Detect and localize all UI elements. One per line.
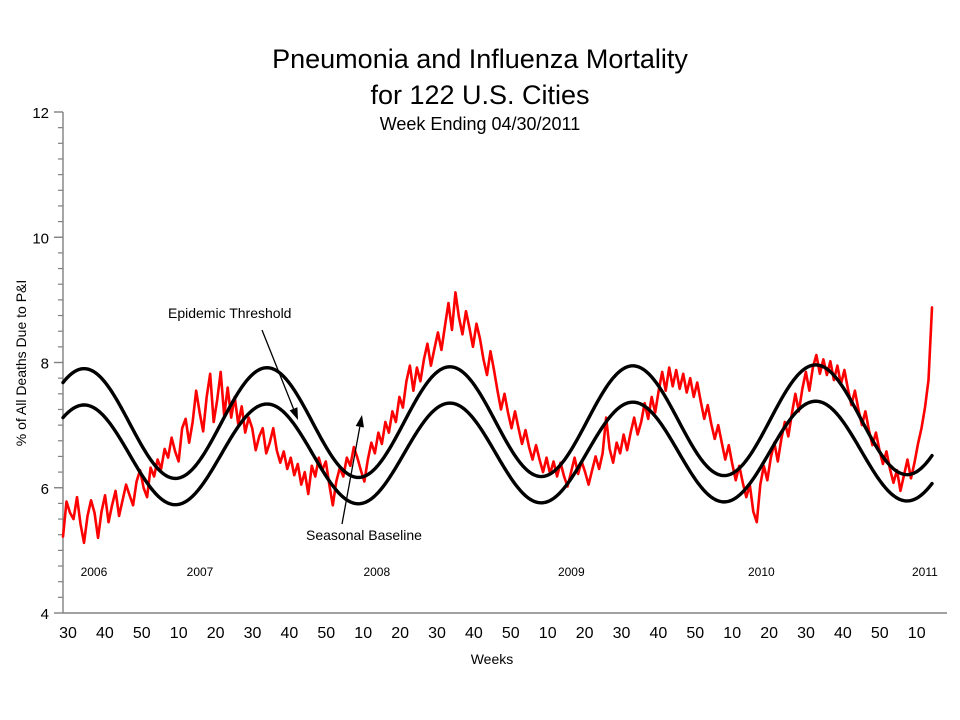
y-tick-label: 6 (41, 481, 49, 498)
year-label: 2007 (187, 565, 214, 579)
annotation-arrow-head (289, 407, 298, 420)
y-tick-label: 12 (32, 105, 49, 122)
chart-subtitle: Week Ending 04/30/2011 (380, 114, 581, 134)
annotation-label: Epidemic Threshold (168, 305, 291, 321)
x-tick-label-group: 30 40 50 10 20 30 40 50 10 20 30 40 50 10 20 30 40 50 10 20… (59, 625, 926, 642)
x-tick-label: 10 (723, 625, 741, 642)
x-tick-label: 20 (576, 625, 594, 642)
x-tick-label: 20 (760, 625, 778, 642)
y-tick-group (54, 111, 63, 614)
annotation-label: Seasonal Baseline (306, 527, 422, 543)
x-tick-label: 30 (613, 625, 631, 642)
annotation-arrow-head (355, 415, 364, 428)
x-tick-label: 10 (170, 625, 188, 642)
x-tick-label: 30 (244, 625, 262, 642)
x-axis-title: Weeks (471, 651, 514, 667)
year-label: 2009 (558, 565, 585, 579)
annotation-epidemic-threshold: Epidemic Threshold (168, 305, 298, 420)
y-axis: 12 10 8 6 4 % of All Deaths Due to P&I (13, 105, 64, 623)
plot-area (61, 291, 934, 545)
year-label-group: 2006 2007 2008 2009 2010 2011 (81, 565, 939, 579)
annotation-arrow-line (341, 426, 361, 525)
x-tick-label: 40 (96, 625, 114, 642)
x-tick-label: 10 (354, 625, 372, 642)
year-label: 2011 (912, 565, 938, 579)
x-tick-label: 50 (317, 625, 335, 642)
year-label: 2008 (363, 565, 390, 579)
x-axis: 30 40 50 10 20 30 40 50 10 20 30 40 50 10 20 30 40 50 10 20… (59, 565, 947, 667)
y-axis-title: % of All Deaths Due to P&I (13, 280, 29, 447)
x-tick-label: 40 (465, 625, 483, 642)
x-tick-label: 50 (686, 625, 704, 642)
x-tick-label: 20 (391, 625, 409, 642)
x-tick-label: 50 (133, 625, 151, 642)
y-tick-label: 4 (41, 606, 49, 623)
chart-title-line-1: Pneumonia and Influenza Mortality (272, 44, 688, 74)
seasonal-baseline-line (61, 399, 934, 507)
x-tick-label: 10 (908, 625, 926, 642)
year-label: 2006 (81, 565, 108, 579)
y-tick-label-group: 12 10 8 6 4 (32, 105, 49, 623)
y-tick-label: 10 (32, 230, 49, 247)
x-tick-label: 20 (207, 625, 225, 642)
x-tick-label: 30 (428, 625, 446, 642)
x-tick-label: 50 (871, 625, 889, 642)
x-tick-label: 10 (539, 625, 557, 642)
chart-title-line-2: for 122 U.S. Cities (370, 80, 589, 110)
x-tick-label: 40 (834, 625, 852, 642)
observed-mortality-line (61, 291, 934, 545)
y-tick-label: 8 (41, 356, 49, 373)
x-tick-label: 30 (59, 625, 77, 642)
annotation-group: Epidemic Threshold Seasonal Baseline (168, 305, 422, 543)
year-label: 2010 (748, 565, 775, 579)
annotation-arrow-line (261, 329, 295, 410)
x-tick-label: 40 (650, 625, 668, 642)
annotation-seasonal-baseline: Seasonal Baseline (306, 415, 422, 543)
x-tick-label: 50 (502, 625, 520, 642)
x-tick-label: 30 (797, 625, 815, 642)
x-tick-label: 40 (281, 625, 299, 642)
epidemic-threshold-line (61, 363, 934, 481)
